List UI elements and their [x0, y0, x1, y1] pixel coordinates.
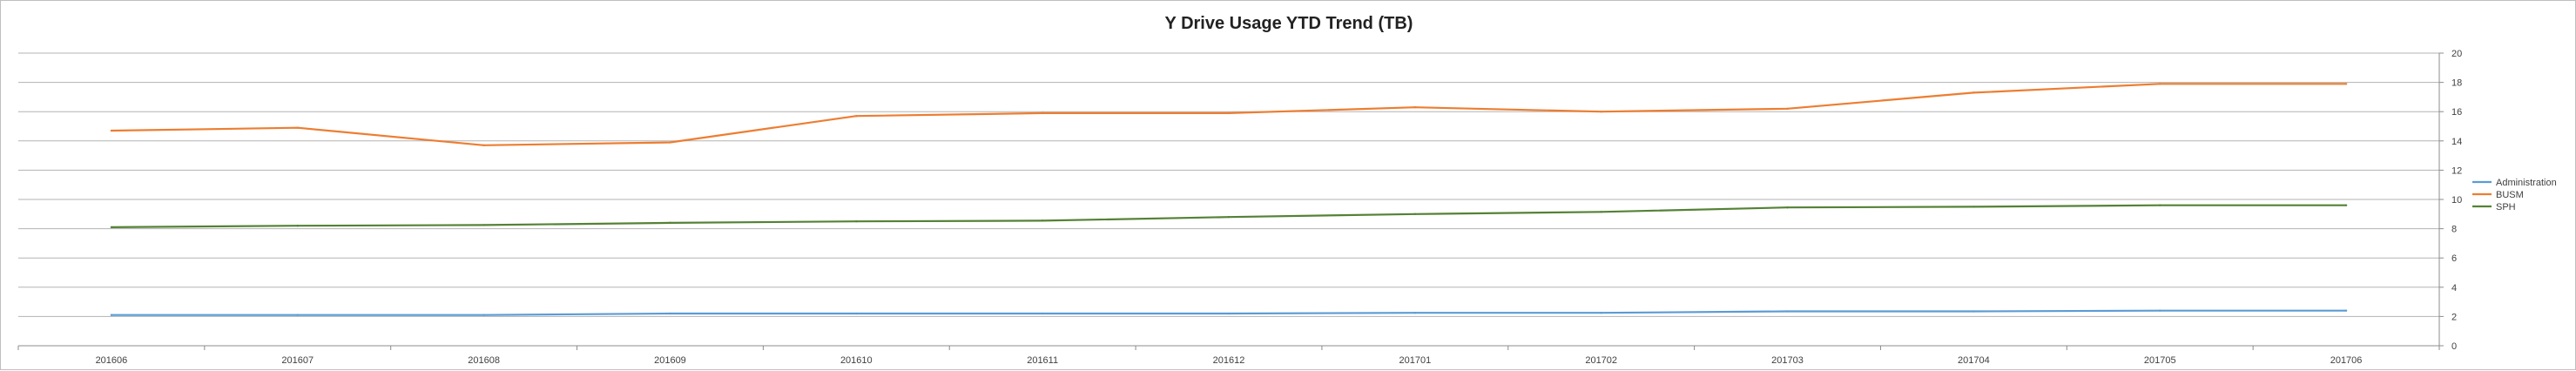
x-tick-label: 201701: [1399, 355, 1431, 366]
data-point: [669, 312, 671, 315]
data-point: [2159, 309, 2161, 312]
data-point: [855, 115, 858, 118]
data-point: [1227, 215, 1231, 219]
data-point: [110, 129, 113, 132]
data-point: [296, 126, 299, 129]
data-point: [1600, 312, 1602, 314]
x-tick-label: 201612: [1213, 355, 1245, 366]
data-point: [1041, 312, 1044, 315]
x-tick-label: 201607: [281, 355, 314, 366]
data-point: [110, 314, 113, 316]
x-tick-label: 201610: [840, 355, 873, 366]
x-tick-label: 201703: [1771, 355, 1804, 366]
data-point: [482, 144, 485, 147]
x-tick-label: 201611: [1027, 355, 1058, 366]
data-point: [1786, 310, 1789, 313]
series-line-busm: [111, 83, 2347, 146]
y-tick-label: 4: [2451, 283, 2457, 293]
data-point: [1227, 312, 1231, 315]
data-point: [482, 314, 485, 316]
data-point: [855, 220, 858, 223]
data-point: [1972, 310, 1975, 313]
data-point: [2159, 83, 2161, 85]
y-tick-label: 10: [2451, 195, 2462, 206]
y-tick-label: 20: [2451, 49, 2462, 59]
series-layer: [110, 83, 2348, 316]
legend-label: SPH: [2496, 202, 2516, 212]
data-point: [2344, 309, 2348, 312]
y-tick-label: 14: [2451, 137, 2462, 147]
x-tick-label: 201609: [654, 355, 686, 366]
data-point: [2344, 204, 2348, 206]
data-point: [1972, 206, 1975, 208]
axis-layer: 0 2 4 6 8 10 12 14 16 18 20 201606 201607 201608 20160…: [17, 49, 2462, 366]
data-point: [1972, 91, 1975, 94]
x-tick-label: 201606: [96, 355, 128, 366]
y-tick-label: 16: [2451, 107, 2462, 118]
data-point: [1600, 211, 1602, 213]
x-tick-label: 201608: [468, 355, 500, 366]
x-tick-label: 201702: [1585, 355, 1617, 366]
data-point: [1227, 111, 1231, 115]
legend-label: Administration: [2496, 178, 2557, 188]
data-point: [1600, 111, 1602, 113]
y-tick-label: 6: [2451, 253, 2457, 264]
data-point: [110, 226, 113, 229]
data-point: [2159, 204, 2161, 206]
data-point: [1041, 219, 1044, 222]
data-point: [1413, 105, 1417, 109]
y-tick-label: 18: [2451, 78, 2462, 89]
data-point: [482, 224, 485, 226]
data-point: [1786, 107, 1789, 111]
y-tick-label: 12: [2451, 165, 2462, 176]
data-point: [669, 141, 671, 144]
data-point: [1786, 206, 1789, 209]
data-point: [2344, 83, 2348, 85]
data-point: [1041, 111, 1044, 115]
data-point: [1413, 312, 1417, 314]
data-point: [669, 221, 671, 225]
data-point: [296, 314, 299, 316]
data-point: [855, 312, 858, 315]
y-tick-label: 0: [2451, 341, 2457, 352]
x-tick-label: 201706: [2330, 355, 2363, 366]
data-point: [296, 225, 299, 227]
legend-label: BUSM: [2496, 190, 2524, 200]
x-tick-label: 201705: [2144, 355, 2176, 366]
y-tick-label: 8: [2451, 225, 2457, 235]
grid-layer: [18, 52, 2439, 317]
data-point: [1413, 212, 1417, 215]
legend: Administration BUSM SPH: [2472, 178, 2557, 212]
chart-title: Y Drive Usage YTD Trend (TB): [1165, 14, 1413, 33]
y-tick-label: 2: [2451, 312, 2457, 322]
x-tick-label: 201704: [1958, 355, 1990, 366]
